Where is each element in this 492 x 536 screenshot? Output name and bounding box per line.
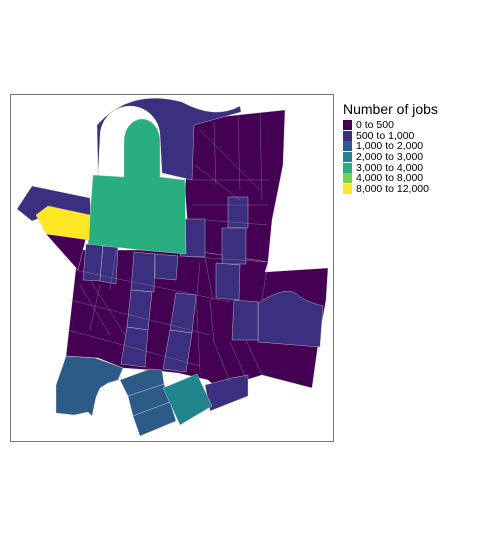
map-region-east-wave	[257, 291, 324, 348]
legend-swatch	[343, 152, 352, 163]
legend-item: 3,000 to 4,000	[343, 162, 438, 173]
map-region-south-a	[119, 368, 165, 397]
legend-items: 0 to 500 500 to 1,000 1,000 to 2,000 2,000 …	[343, 120, 438, 194]
legend-swatch	[343, 162, 352, 173]
legend-item: 500 to 1,000	[343, 131, 438, 142]
map-region-mid-g	[162, 329, 193, 373]
map-region-west-a	[82, 243, 104, 282]
legend-item: 0 to 500	[343, 120, 438, 131]
legend-label: 500 to 1,000	[356, 129, 415, 142]
map-region-west-yellow	[35, 205, 91, 241]
map-region-south-teal	[162, 373, 213, 426]
map-region-mid-b	[130, 251, 156, 293]
map-region-north-green	[87, 118, 187, 255]
map-region-east-a	[231, 299, 259, 341]
legend-label: 1,000 to 2,000	[356, 140, 424, 153]
map-legend: Number of jobs 0 to 500 500 to 1,000 1,000…	[343, 101, 438, 194]
legend-item: 4,000 to 8,000	[343, 173, 438, 184]
map-region-east-b	[227, 196, 249, 229]
legend-swatch	[343, 120, 352, 131]
legend-label: 3,000 to 4,000	[356, 161, 424, 174]
map-region-south-c	[132, 401, 177, 437]
map-tract-lines	[67, 111, 270, 383]
legend-title: Number of jobs	[343, 101, 438, 117]
map-region-north-arch	[96, 97, 242, 181]
map-region-east-c	[221, 227, 247, 265]
map-region-southwest-large	[55, 355, 124, 417]
legend-swatch	[343, 130, 352, 141]
legend-item: 1,000 to 2,000	[343, 141, 438, 152]
legend-item: 2,000 to 3,000	[343, 152, 438, 163]
map-region-mid-e	[126, 289, 153, 331]
legend-item: 8,000 to 12,000	[343, 184, 438, 195]
legend-label: 4,000 to 8,000	[356, 172, 424, 185]
legend-swatch	[343, 173, 352, 184]
legend-swatch	[343, 183, 352, 194]
legend-swatch	[343, 141, 352, 152]
map-region-base-north	[184, 109, 286, 263]
map-region-mid-c	[154, 253, 179, 281]
legend-label: 2,000 to 3,000	[356, 151, 424, 164]
legend-label: 8,000 to 12,000	[356, 182, 429, 195]
legend-label: 0 to 500	[356, 119, 394, 132]
map-region-east-d	[215, 262, 241, 301]
